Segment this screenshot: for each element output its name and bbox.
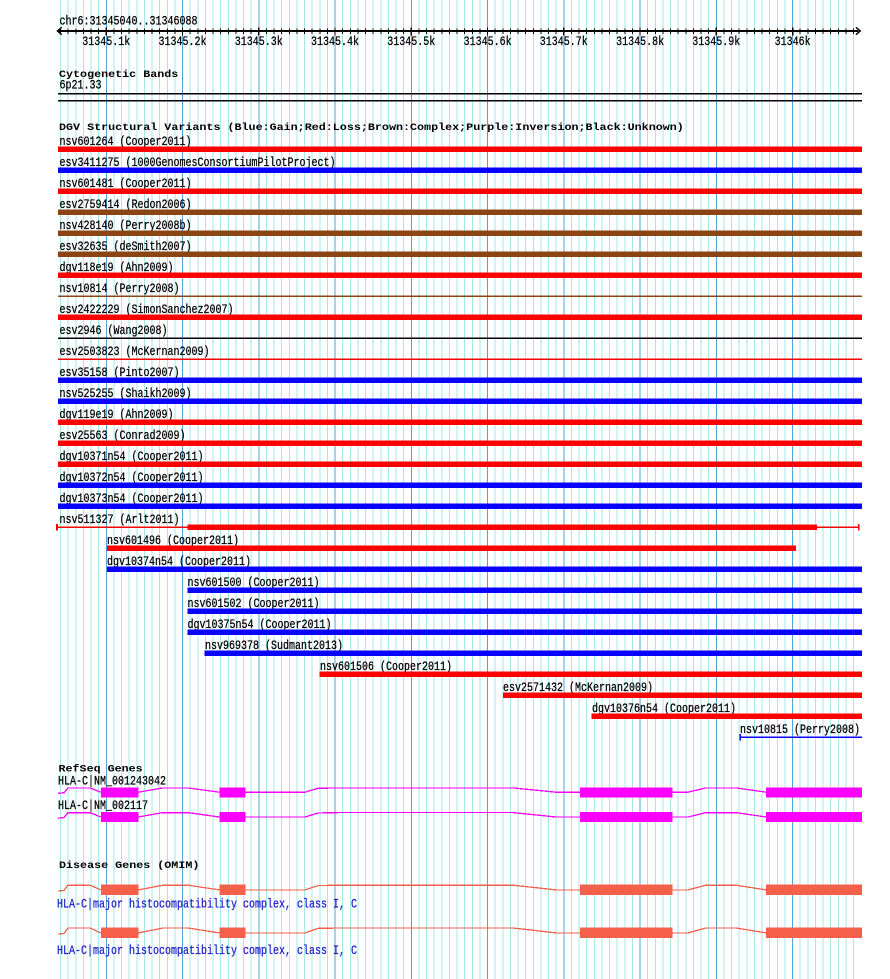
svg-text:6p21.33: 6p21.33	[60, 78, 102, 93]
svg-text:dgv10373n54 (Cooper2011): dgv10373n54 (Cooper2011)	[60, 491, 204, 506]
svg-text:31345.6k: 31345.6k	[464, 34, 512, 49]
svg-text:nsv10815 (Perry2008): nsv10815 (Perry2008)	[740, 722, 860, 737]
svg-text:esv32635 (deSmith2007): esv32635 (deSmith2007)	[60, 239, 192, 254]
svg-text:nsv511327 (Arlt2011): nsv511327 (Arlt2011)	[60, 512, 180, 527]
svg-text:esv2503823 (McKernan2009): esv2503823 (McKernan2009)	[60, 344, 210, 359]
svg-text:dgv119e19 (Ahn2009): dgv119e19 (Ahn2009)	[60, 407, 174, 422]
svg-text:nsv969378 (Sudmant2013): nsv969378 (Sudmant2013)	[205, 638, 343, 653]
svg-text:nsv601264 (Cooper2011): nsv601264 (Cooper2011)	[60, 134, 192, 149]
svg-text:DGV Structural Variants (Blue:: DGV Structural Variants (Blue:Gain;Red:L…	[59, 122, 684, 134]
svg-text:dgv10372n54 (Cooper2011): dgv10372n54 (Cooper2011)	[60, 470, 204, 485]
svg-text:esv2422229 (SimonSanchez2007): esv2422229 (SimonSanchez2007)	[60, 302, 234, 317]
svg-text:31345.4k: 31345.4k	[311, 34, 359, 49]
svg-text:RefSeq Genes: RefSeq Genes	[59, 764, 143, 776]
svg-text:HLA-C|NM_002117: HLA-C|NM_002117	[58, 798, 148, 813]
svg-text:31345.8k: 31345.8k	[616, 34, 664, 49]
svg-text:chr6:31345040..31346088: chr6:31345040..31346088	[60, 14, 198, 29]
svg-text:esv2759414 (Redon2006): esv2759414 (Redon2006)	[60, 197, 192, 212]
svg-text:esv2571432 (McKernan2009): esv2571432 (McKernan2009)	[503, 680, 653, 695]
svg-text:31346k: 31346k	[775, 34, 811, 49]
svg-text:nsv601496 (Cooper2011): nsv601496 (Cooper2011)	[107, 533, 239, 548]
svg-text:HLA-C|NM_001243042: HLA-C|NM_001243042	[58, 774, 166, 789]
svg-text:31345.5k: 31345.5k	[387, 34, 435, 49]
svg-text:31345.9k: 31345.9k	[692, 34, 740, 49]
svg-text:Disease Genes (OMIM): Disease Genes (OMIM)	[59, 860, 199, 872]
svg-text:nsv601502 (Cooper2011): nsv601502 (Cooper2011)	[188, 596, 320, 611]
svg-text:dgv10371n54 (Cooper2011): dgv10371n54 (Cooper2011)	[60, 449, 204, 464]
svg-text:esv2946 (Wang2008): esv2946 (Wang2008)	[60, 323, 168, 338]
svg-text:31345.2k: 31345.2k	[159, 34, 207, 49]
svg-text:dgv10375n54 (Cooper2011): dgv10375n54 (Cooper2011)	[188, 617, 332, 632]
svg-text:esv35158 (Pinto2007): esv35158 (Pinto2007)	[60, 365, 180, 380]
svg-text:nsv10814 (Perry2008): nsv10814 (Perry2008)	[60, 281, 180, 296]
svg-text:nsv525255 (Shaikh2009): nsv525255 (Shaikh2009)	[60, 386, 192, 401]
svg-text:nsv601506 (Cooper2011): nsv601506 (Cooper2011)	[320, 659, 452, 674]
svg-text:31345.1k: 31345.1k	[82, 34, 130, 49]
svg-text:nsv601481 (Cooper2011): nsv601481 (Cooper2011)	[60, 176, 192, 191]
svg-text:nsv601500 (Cooper2011): nsv601500 (Cooper2011)	[188, 575, 320, 590]
svg-text:HLA-C|major histocompatibility: HLA-C|major histocompatibility complex, …	[57, 897, 357, 912]
svg-text:dgv10376n54 (Cooper2011): dgv10376n54 (Cooper2011)	[592, 701, 736, 716]
svg-text:31345.7k: 31345.7k	[540, 34, 588, 49]
svg-text:dgv10374n54 (Cooper2011): dgv10374n54 (Cooper2011)	[107, 554, 251, 569]
svg-text:esv3411275 (1000GenomesConsort: esv3411275 (1000GenomesConsortiumPilotPr…	[60, 155, 336, 170]
svg-text:31345.3k: 31345.3k	[235, 34, 283, 49]
svg-text:dgv118e19 (Ahn2009): dgv118e19 (Ahn2009)	[60, 260, 174, 275]
svg-text:esv25563 (Conrad2009): esv25563 (Conrad2009)	[60, 428, 186, 443]
svg-text:nsv428140 (Perry2008b): nsv428140 (Perry2008b)	[60, 218, 192, 233]
svg-text:HLA-C|major histocompatibility: HLA-C|major histocompatibility complex, …	[57, 943, 357, 958]
svg-text:Cytogenetic Bands: Cytogenetic Bands	[59, 69, 178, 81]
